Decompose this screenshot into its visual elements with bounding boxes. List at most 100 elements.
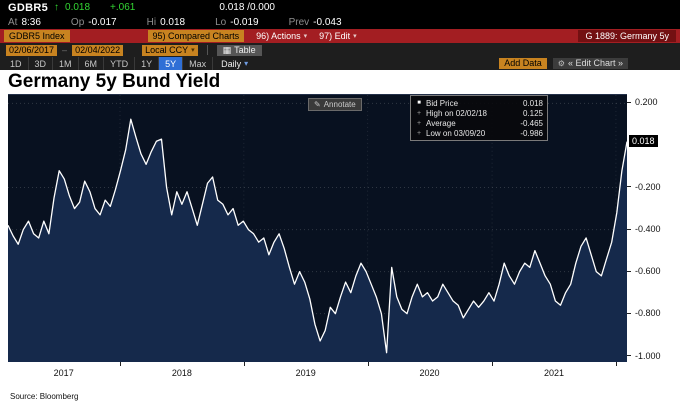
- x-axis-label-2020: 2020: [419, 368, 440, 378]
- period-tab-1m[interactable]: 1M: [53, 57, 79, 70]
- y-axis-label: -0.200: [635, 181, 661, 192]
- legend-row-0: ■ Bid Price 0.018: [415, 98, 543, 108]
- period-tab-5y[interactable]: 5Y: [159, 57, 184, 70]
- y-axis-label: -1.000: [635, 350, 661, 361]
- legend-value: -0.986: [520, 128, 543, 138]
- legend-value: -0.465: [520, 118, 543, 128]
- tracker-cross-icon: +: [416, 109, 422, 117]
- stat-label-prev: Prev: [288, 16, 310, 28]
- security-field[interactable]: GDBR5 Index: [4, 30, 70, 42]
- stat-label-at: At: [8, 16, 18, 28]
- stat-value-hi: 0.018: [160, 16, 186, 28]
- stat-value-op: -0.017: [88, 16, 117, 28]
- legend-row-2: + Average -0.465: [415, 118, 543, 128]
- period-tab-1d[interactable]: 1D: [4, 57, 29, 70]
- area-fill: [8, 119, 627, 362]
- edit-chart-button[interactable]: ⚙ « Edit Chart »: [552, 58, 628, 69]
- up-arrow-icon: ↑: [54, 2, 60, 13]
- edit-menu-label: 97) Edit: [319, 31, 351, 41]
- x-axis: 2017 2018 2019 2020 2021: [8, 362, 627, 380]
- source-label: Source: Bloomberg: [10, 392, 79, 401]
- stat-label-op: Op: [70, 16, 85, 28]
- stat-value-prev: -0.043: [313, 16, 342, 28]
- compared-charts-dropdown[interactable]: 95) Compared Charts: [147, 30, 245, 42]
- y-axis-tick: [627, 355, 631, 357]
- legend-label: Bid Price: [426, 98, 459, 108]
- stat-label-lo: Lo: [215, 16, 227, 28]
- tracker-cross-icon: +: [416, 119, 422, 127]
- y-axis-tick: [627, 101, 631, 103]
- actions-menu[interactable]: 96) Actions ▾: [256, 31, 307, 41]
- table-button[interactable]: ▦ Table: [216, 44, 262, 56]
- date-from-field[interactable]: 02/06/2017: [6, 44, 58, 56]
- y-axis: 0.200 -0.200 -0.400 -0.600 -0.800 -1.000 0.018: [627, 70, 680, 380]
- period-toolbar: 1D 3D 1M 6M YTD 1Y 5Y Max Daily ▾ Add Data ⚙ « …: [0, 57, 680, 70]
- period-tab-6m[interactable]: 6M: [79, 57, 105, 70]
- x-axis-tick: [492, 362, 494, 366]
- last-price: 0.018: [65, 2, 91, 13]
- frequency-dropdown[interactable]: Daily ▾: [221, 59, 248, 69]
- chart-panel: Germany 5y Bund Yield ✎ Annotate ■ Bid Pr…: [0, 70, 680, 408]
- x-axis-label-2018: 2018: [171, 368, 192, 378]
- y-axis-label: -0.600: [635, 266, 661, 277]
- legend-row-3: + Low on 03/09/20 -0.986: [415, 128, 543, 138]
- range-toolbar: 02/06/2017 – 02/04/2022 Local CCY ▾ ▦ Ta…: [0, 43, 680, 57]
- tracker-cross-icon: +: [416, 129, 422, 137]
- y-axis-tick: [627, 312, 631, 314]
- legend-label: Average: [426, 118, 456, 128]
- legend-row-1: + High on 02/02/18 0.125: [415, 108, 543, 118]
- chevron-down-icon: ▾: [303, 33, 308, 40]
- legend-value: 0.125: [522, 108, 543, 118]
- add-data-button[interactable]: Add Data: [499, 58, 547, 69]
- stat-label-hi: Hi: [146, 16, 157, 28]
- x-axis-tick: [615, 362, 617, 366]
- edit-menu[interactable]: 97) Edit ▾: [319, 31, 357, 41]
- price-line: [8, 118, 627, 354]
- currency-dropdown[interactable]: Local CCY ▾: [142, 44, 198, 56]
- period-tab-3d[interactable]: 3D: [29, 57, 54, 70]
- toolbar-divider: [206, 45, 208, 55]
- period-tabs: 1D 3D 1M 6M YTD 1Y 5Y Max: [4, 57, 214, 70]
- stat-value-lo: -0.019: [230, 16, 259, 28]
- legend-label: Low on 03/09/20: [426, 128, 486, 138]
- x-axis-tick: [243, 362, 245, 366]
- legend-value: 0.018: [522, 98, 543, 108]
- quote-bar: GDBR5 ↑ 0.018 +.061 0.018 /0.000: [0, 0, 680, 15]
- edit-chart-label: « Edit Chart »: [567, 58, 623, 68]
- date-range-separator: –: [62, 45, 68, 55]
- y-axis-label: -0.800: [635, 308, 661, 319]
- frequency-label: Daily: [221, 58, 242, 69]
- stats-items: At 8:36 Op -0.017 Hi 0.018 Lo -0.019 Prev -0.043: [8, 17, 372, 28]
- actions-menu-label: 96) Actions: [256, 31, 301, 41]
- period-tab-ytd[interactable]: YTD: [104, 57, 136, 70]
- ticker-symbol: GDBR5: [8, 1, 49, 14]
- chart-title: Germany 5y Bund Yield: [8, 71, 221, 92]
- x-axis-tick: [120, 362, 121, 366]
- date-to-field[interactable]: 02/04/2022: [72, 44, 124, 56]
- y-axis-label: 0.200: [635, 97, 658, 108]
- chevron-down-icon: ▾: [244, 59, 249, 68]
- x-axis-tick: [367, 362, 369, 366]
- chevron-down-icon: ▾: [353, 33, 357, 40]
- period-tab-max[interactable]: Max: [183, 57, 214, 70]
- y-axis-tick: [627, 270, 631, 272]
- x-axis-label-2021: 2021: [543, 368, 565, 378]
- currency-label: Local CCY: [145, 44, 189, 55]
- y-axis-label: -0.400: [635, 224, 661, 235]
- series-square-icon: ■: [417, 100, 421, 106]
- period-tab-1y[interactable]: 1Y: [135, 57, 160, 70]
- stats-bar: At 8:36 Op -0.017 Hi 0.018 Lo -0.019 Prev -0.043: [0, 15, 680, 29]
- stat-value-at: 8:36: [21, 16, 41, 28]
- plot-area[interactable]: ✎ Annotate ■ Bid Price 0.018 + High on 02/02…: [8, 94, 627, 362]
- x-axis-label-2019: 2019: [295, 368, 316, 378]
- y-axis-tick: [627, 186, 631, 188]
- function-menu-bar: GDBR5 Index 95) Compared Charts 96) Acti…: [0, 29, 680, 43]
- annotate-button[interactable]: ✎ Annotate: [308, 98, 362, 111]
- gear-icon: ⚙: [557, 59, 565, 68]
- chevron-down-icon: ▾: [191, 46, 195, 54]
- x-axis-label-2017: 2017: [53, 368, 74, 378]
- annotate-label: Annotate: [323, 100, 356, 109]
- bid-ask-quote: 0.018 /0.000: [219, 2, 275, 13]
- price-change: +.061: [110, 2, 136, 13]
